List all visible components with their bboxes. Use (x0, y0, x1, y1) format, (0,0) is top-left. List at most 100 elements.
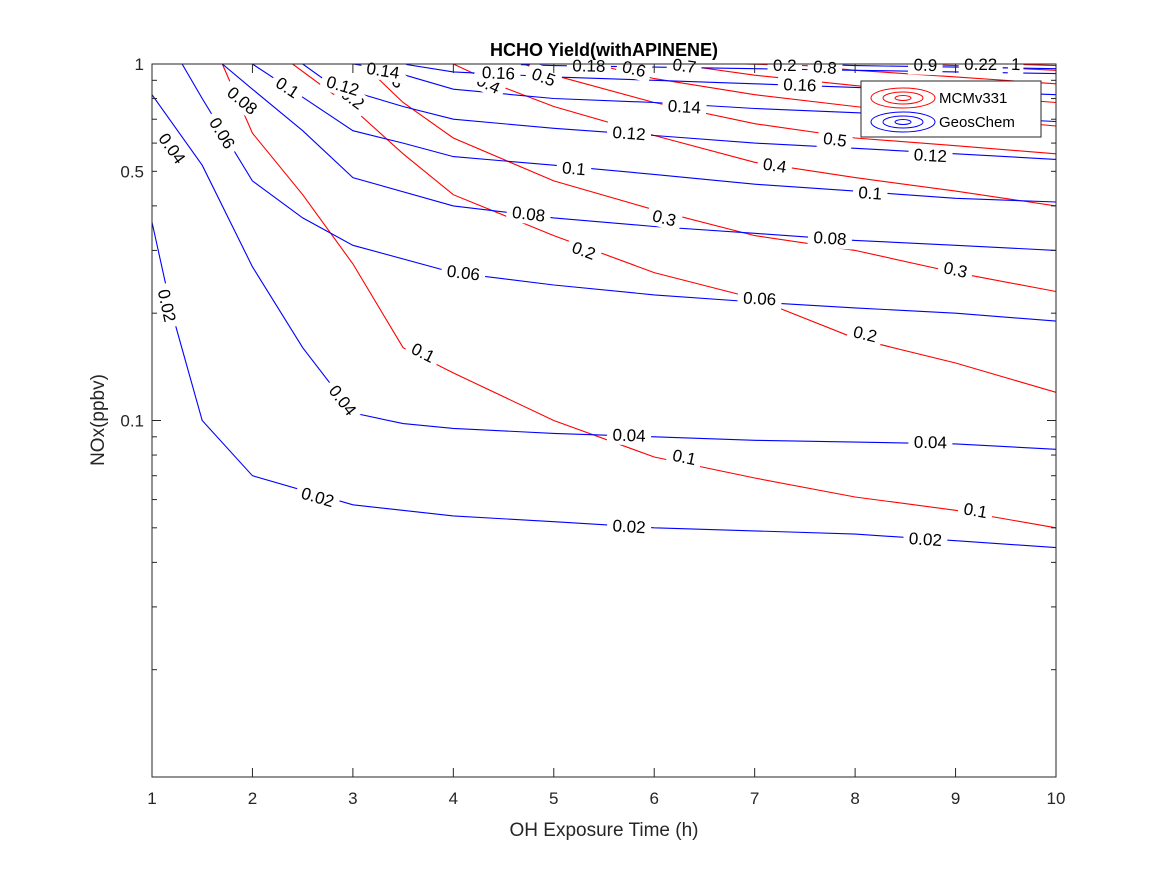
geoschem-contour-label-0.12: 0.12 (907, 144, 953, 167)
mcmv331-contour-0.4 (453, 64, 1056, 207)
mcmv331-contour-label-0.1: 0.1 (665, 443, 704, 471)
legend-box (860, 80, 1042, 138)
contour-label-text: 0.08 (511, 203, 546, 226)
legend: MCMv331 GeosChem (860, 80, 1042, 138)
contour-label-text: 0.14 (667, 97, 701, 118)
geoschem-contour-label-0.14: 0.14 (661, 95, 707, 118)
y-tick-label: 0.1 (120, 412, 144, 431)
contour-label-text: 0.08 (813, 228, 847, 249)
contour-label-gap (907, 54, 943, 76)
contour-label-gap (321, 376, 365, 424)
contour-label-gap (293, 481, 342, 513)
contour-label-gap (151, 124, 194, 173)
mcmv331-contour-1 (965, 64, 1056, 67)
geoschem-contour-label-0.04: 0.04 (908, 431, 953, 453)
contour-label-gap (908, 431, 953, 453)
contour-label-gap (202, 109, 243, 158)
x-tick-label: 4 (449, 789, 458, 808)
contour-label-gap (806, 55, 844, 79)
x-tick-label: 3 (348, 789, 357, 808)
contour-label-gap (807, 226, 853, 250)
geoschem-contour-0.08 (221, 64, 1056, 251)
x-tick-label: 2 (248, 789, 257, 808)
contour-label-text: 0.04 (612, 426, 646, 446)
legend-label: MCMv331 (939, 90, 1007, 107)
contour-label-gap (440, 259, 487, 286)
x-tick-label: 1 (147, 789, 156, 808)
contour-label-gap (476, 61, 521, 84)
mcmv331-contour-label-0.5: 0.5 (816, 126, 854, 152)
contour-label-text: 0.18 (572, 56, 605, 76)
contour-label-text: 0.06 (743, 288, 777, 309)
geoschem-contour-0.06 (181, 64, 1056, 322)
contour-label-gap (219, 78, 266, 123)
geoschem-contour-0.1 (252, 64, 1056, 203)
contour-label-gap (318, 69, 367, 102)
geoschem-contour-label-0.1: 0.1 (852, 181, 889, 205)
contour-label-gap (737, 287, 783, 310)
y-axis: 0.1 0.5 1 (120, 55, 1056, 778)
geoschem-contour-0.04 (152, 94, 1056, 450)
y-tick-label: 1 (135, 55, 144, 74)
x-tick-label: 6 (649, 789, 658, 808)
legend-label: GeosChem (939, 114, 1015, 131)
mcmv331-contour-0.2 (292, 64, 1056, 393)
contour-label-gap (403, 335, 444, 370)
geoschem-contour-label-0.16: 0.16 (476, 61, 521, 84)
x-tick-label: 9 (951, 789, 960, 808)
contour-label-text: 0.7 (671, 55, 697, 77)
contour-label-gap (846, 320, 885, 348)
contour-label-text: 0.16 (481, 63, 515, 84)
mcmv331-contour-label-0.6: 0.6 (614, 54, 654, 83)
contour-label-gap (564, 235, 604, 266)
contour-label-gap (665, 443, 704, 471)
contour-label-gap (661, 95, 707, 118)
x-tick-label: 7 (750, 789, 759, 808)
contour-label-gap (606, 424, 652, 446)
contour-label-text: 0.8 (812, 57, 837, 78)
contour-label-gap (505, 201, 552, 227)
contour-label-text: 0.14 (365, 59, 401, 83)
geoschem-contour-label-0.02: 0.02 (606, 514, 652, 538)
contour-label-text: 0.1 (858, 183, 883, 204)
contour-label-gap (614, 54, 654, 83)
contour-label-text: 0.2 (773, 56, 797, 75)
x-axis: 1 2 3 4 5 6 7 8 9 10 (147, 64, 1065, 808)
geoschem-contour-label-0.1: 0.1 (555, 156, 592, 180)
geoschem-contour-label-0.06: 0.06 (737, 287, 783, 310)
mcmv331-contour-label-0.7: 0.7 (665, 53, 703, 78)
contour-label-text: 0.1 (671, 446, 698, 469)
geoschem-contour-label-0.08: 0.08 (807, 226, 853, 250)
contour-label-gap (902, 527, 949, 551)
contour-label-gap (555, 156, 592, 180)
contour-label-gap (665, 53, 703, 78)
geoschem-contour-label-0.02: 0.02 (902, 527, 949, 551)
geoschem-contour-label-0.04: 0.04 (606, 424, 652, 446)
legend-swatch (870, 111, 936, 133)
x-tick-label: 10 (1047, 789, 1066, 808)
geoschem-contour-0.12 (302, 64, 1056, 160)
plot-area (152, 64, 1056, 777)
geoschem-contour-label-0.12: 0.12 (606, 121, 652, 145)
mcmv331-contour-label-0.9: 0.9 (907, 54, 943, 76)
contour-label-gap (852, 181, 889, 205)
contour-label-text: 0.06 (446, 262, 481, 285)
legend-item-geoschem: GeosChem (870, 111, 1015, 133)
geoschem-contour-label-0.16: 0.16 (777, 73, 823, 96)
contour-label-gap (756, 152, 794, 178)
mcmv331-contour-label-0.3: 0.3 (936, 256, 975, 284)
legend-swatch (894, 119, 912, 125)
contour-label-gap (267, 69, 308, 106)
mcmv331-contour-label-0.8: 0.8 (806, 55, 844, 79)
x-tick-label: 5 (549, 789, 558, 808)
contour-label-gap (777, 73, 823, 96)
contour-label-gap (645, 203, 684, 232)
geoschem-contour-0.02 (152, 222, 1056, 549)
contour-label-gap (152, 281, 182, 330)
mcmv331-contour-label-0.3: 0.3 (645, 203, 684, 232)
x-axis-label: OH Exposure Time (h) (510, 820, 699, 841)
contour-label-text: 0.16 (783, 75, 817, 95)
contour-label-gap (606, 514, 652, 538)
contour-label-gap (566, 55, 612, 76)
geoschem-contour-label-0.18: 0.18 (566, 55, 612, 76)
